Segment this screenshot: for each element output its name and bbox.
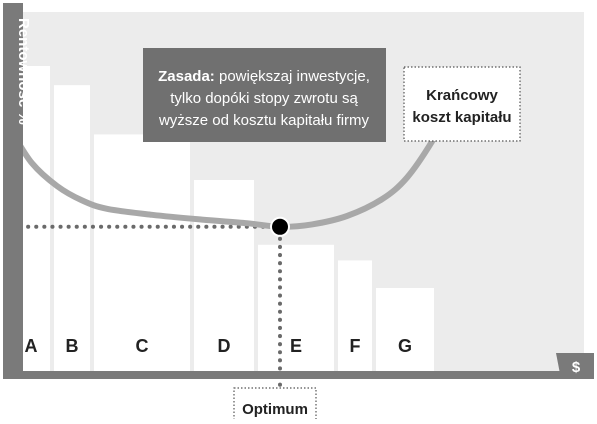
bar-f bbox=[338, 260, 372, 372]
bar-label-g: G bbox=[398, 336, 412, 356]
y-axis bbox=[3, 3, 23, 375]
curve-label-line-1: Krańcowy bbox=[426, 87, 498, 104]
rule-line-3: wyższe od kosztu kapitału firmy bbox=[158, 112, 370, 129]
bar-d bbox=[194, 180, 254, 372]
bar-g bbox=[376, 288, 434, 372]
bar-e bbox=[258, 244, 334, 372]
optimum-label: Optimum bbox=[242, 401, 308, 418]
y-axis-title: Rentowność % bbox=[15, 18, 32, 125]
marginal-cost-curve bbox=[9, 77, 467, 230]
curve-label-box bbox=[403, 66, 521, 142]
rule-bold: Zasada: bbox=[158, 68, 215, 85]
x-axis-tag bbox=[556, 353, 594, 379]
bar-label-b: B bbox=[66, 336, 79, 356]
rule-callout bbox=[143, 48, 386, 142]
bar-c bbox=[94, 134, 190, 372]
bar-label-c: C bbox=[136, 336, 149, 356]
bar-label-a: A bbox=[25, 336, 38, 356]
bar-label-e: E bbox=[290, 336, 302, 356]
bar-label-f: F bbox=[350, 336, 361, 356]
bar-label-d: D bbox=[218, 336, 231, 356]
rule-line-1: powiększaj inwestycje, bbox=[215, 68, 370, 85]
x-axis-title: $ bbox=[572, 359, 581, 376]
curve-label-line-2: koszt kapitału bbox=[412, 109, 511, 126]
rule-callout-text: Zasada: powiększaj inwestycje, bbox=[158, 68, 370, 85]
rule-line-2: tylko dopóki stopy zwrotu są bbox=[170, 90, 358, 107]
x-axis bbox=[3, 371, 561, 379]
optimum-point bbox=[270, 216, 290, 237]
